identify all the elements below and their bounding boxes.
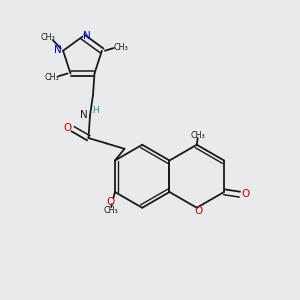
Text: CH₃: CH₃ [40,33,55,42]
Text: N: N [54,45,62,55]
Text: O: O [194,206,202,216]
Text: CH₃: CH₃ [113,43,128,52]
Text: O: O [242,189,250,200]
Text: CH₃: CH₃ [103,206,118,215]
Text: N: N [83,31,91,41]
Text: H: H [92,106,99,115]
Text: N: N [80,110,87,120]
Text: O: O [106,197,114,207]
Text: CH₃: CH₃ [190,130,205,140]
Text: O: O [63,123,72,134]
Text: CH₃: CH₃ [44,73,59,82]
